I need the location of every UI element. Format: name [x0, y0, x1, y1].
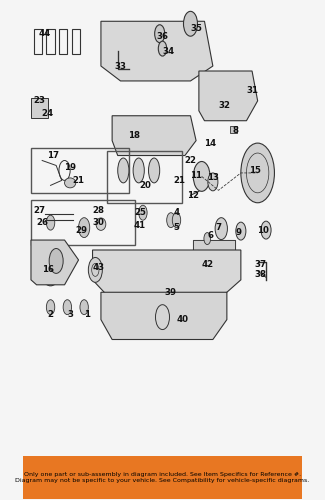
Ellipse shape [118, 158, 129, 183]
Polygon shape [31, 240, 79, 285]
Ellipse shape [149, 158, 160, 183]
Text: 21: 21 [72, 176, 84, 185]
Text: 41: 41 [134, 220, 146, 230]
Circle shape [63, 300, 72, 314]
Circle shape [167, 212, 175, 228]
Text: 30: 30 [92, 218, 104, 227]
Polygon shape [101, 22, 213, 81]
Circle shape [208, 173, 218, 191]
Text: 6: 6 [207, 230, 213, 239]
Bar [34, 28, 42, 54]
Text: 12: 12 [187, 191, 199, 200]
Text: 31: 31 [246, 86, 258, 96]
Ellipse shape [65, 178, 76, 188]
Text: 10: 10 [257, 226, 269, 234]
Text: 23: 23 [33, 96, 46, 106]
Text: 15: 15 [249, 166, 261, 175]
Text: 3: 3 [67, 310, 73, 319]
Text: 18: 18 [128, 131, 140, 140]
Polygon shape [112, 116, 196, 156]
Text: 8: 8 [232, 126, 238, 135]
Bar [72, 28, 80, 54]
Text: 21: 21 [173, 176, 185, 185]
Bar [193, 240, 235, 260]
Bar [59, 28, 67, 54]
Bar [31, 200, 135, 245]
Text: 2: 2 [47, 310, 54, 319]
Text: 38: 38 [254, 270, 266, 280]
Text: 32: 32 [218, 102, 230, 110]
Text: 14: 14 [204, 138, 216, 147]
Bar [31, 98, 48, 118]
Text: 44: 44 [39, 29, 51, 38]
Circle shape [79, 218, 90, 238]
Circle shape [46, 300, 55, 314]
Circle shape [49, 248, 63, 274]
Text: 24: 24 [42, 109, 54, 118]
Circle shape [172, 212, 181, 228]
Text: 27: 27 [33, 206, 46, 214]
Text: 4: 4 [174, 208, 179, 217]
Circle shape [261, 221, 271, 239]
Text: 20: 20 [140, 181, 152, 190]
Text: 26: 26 [36, 218, 48, 227]
Circle shape [39, 246, 62, 286]
Bar [31, 148, 129, 193]
Circle shape [88, 258, 102, 282]
Circle shape [80, 300, 88, 314]
Circle shape [215, 218, 227, 240]
Text: 35: 35 [190, 24, 202, 33]
Bar [46, 28, 55, 54]
Text: 28: 28 [92, 206, 104, 214]
Text: 16: 16 [42, 266, 54, 274]
Ellipse shape [96, 218, 106, 230]
Text: 1: 1 [84, 310, 90, 319]
Bar [22, 456, 303, 498]
Circle shape [236, 222, 246, 240]
Text: 37: 37 [254, 260, 266, 270]
Text: 9: 9 [235, 228, 241, 237]
Circle shape [139, 206, 147, 220]
Bar [230, 126, 237, 133]
Text: 22: 22 [185, 156, 197, 165]
Text: 43: 43 [92, 263, 104, 272]
Text: 17: 17 [47, 151, 59, 160]
Bar [107, 150, 182, 203]
Circle shape [193, 162, 210, 192]
Text: 5: 5 [174, 223, 179, 232]
Polygon shape [101, 292, 227, 340]
Text: 29: 29 [75, 226, 87, 234]
Circle shape [158, 41, 167, 56]
Text: 40: 40 [176, 315, 188, 324]
Polygon shape [93, 250, 241, 294]
Text: 25: 25 [134, 208, 146, 217]
Circle shape [46, 215, 55, 230]
Text: 36: 36 [157, 32, 168, 40]
Circle shape [204, 232, 211, 244]
Circle shape [241, 143, 274, 203]
Circle shape [184, 12, 198, 36]
Text: 42: 42 [201, 260, 213, 270]
Text: 33: 33 [114, 62, 126, 70]
Text: 39: 39 [165, 288, 177, 297]
Text: 7: 7 [215, 223, 222, 232]
Text: Only one part or sub-assembly in diagram included. See Item Specifics for Refere: Only one part or sub-assembly in diagram… [15, 472, 310, 483]
Circle shape [155, 25, 165, 42]
Ellipse shape [133, 158, 144, 183]
Polygon shape [199, 71, 258, 120]
Text: 34: 34 [162, 46, 174, 56]
Text: 19: 19 [64, 164, 76, 172]
Text: 13: 13 [207, 174, 219, 182]
Bar [193, 240, 235, 260]
Text: 11: 11 [190, 171, 202, 180]
